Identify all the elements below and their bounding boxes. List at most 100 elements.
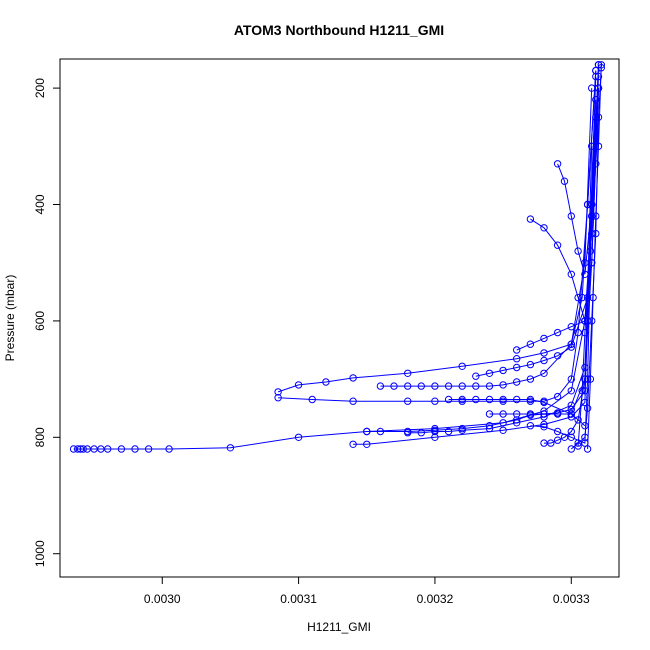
series-9	[444, 395, 589, 430]
data-point	[540, 423, 548, 431]
data-point	[294, 381, 303, 389]
data-point	[583, 404, 592, 412]
y-tick-label: 1000	[33, 540, 47, 567]
data-point	[540, 420, 548, 429]
data-point	[165, 445, 173, 453]
x-tick-label: 0.0033	[553, 592, 590, 606]
data-point	[274, 388, 282, 396]
data-point	[404, 429, 412, 437]
data-point	[513, 419, 521, 427]
data-point	[567, 427, 575, 436]
series-line	[544, 88, 599, 444]
x-tick-label: 0.0032	[417, 592, 454, 606]
data-point	[586, 375, 595, 383]
data-point	[513, 410, 521, 418]
data-point	[444, 382, 453, 390]
data-point	[226, 444, 235, 452]
series-line	[577, 67, 602, 447]
data-point	[553, 160, 562, 168]
data-point	[513, 355, 521, 363]
x-tick-label: 0.0030	[144, 592, 181, 606]
data-point	[79, 445, 87, 453]
data-point	[376, 427, 385, 436]
data-point	[472, 395, 480, 404]
data-point	[513, 346, 521, 354]
data-point	[349, 397, 357, 405]
series-line	[448, 399, 586, 427]
data-point	[597, 64, 605, 72]
data-point	[390, 382, 398, 390]
data-point	[574, 247, 582, 255]
series-line	[73, 64, 599, 450]
series-line	[530, 204, 593, 444]
series-line	[277, 70, 597, 393]
data-point	[540, 398, 548, 407]
data-point	[592, 72, 600, 81]
series-16	[553, 84, 603, 278]
data-point	[567, 270, 575, 278]
data-point	[472, 382, 480, 390]
data-point	[513, 378, 521, 386]
series-line	[380, 88, 593, 387]
data-point	[567, 405, 575, 414]
data-point	[404, 369, 412, 377]
data-point	[526, 410, 535, 418]
plot-frame	[59, 58, 620, 578]
data-point	[581, 317, 589, 325]
data-point	[540, 334, 548, 343]
data-point	[131, 445, 139, 453]
data-point	[74, 445, 82, 453]
data-point	[567, 323, 575, 331]
data-point	[294, 433, 303, 441]
x-axis-label: H1211_GMI	[307, 620, 371, 634]
data-point	[553, 241, 562, 249]
data-point	[589, 293, 597, 302]
data-point	[404, 382, 412, 390]
data-point	[540, 356, 548, 365]
data-point	[567, 212, 575, 220]
data-point	[458, 362, 466, 370]
data-point	[567, 445, 575, 453]
data-point	[444, 427, 453, 436]
data-point	[458, 382, 466, 390]
data-point	[540, 224, 548, 232]
data-point	[513, 395, 521, 404]
data-point	[581, 375, 589, 383]
data-point	[485, 410, 494, 418]
data-point	[553, 409, 562, 417]
data-point	[431, 433, 439, 441]
data-point	[567, 375, 575, 383]
data-point	[363, 427, 371, 436]
series-line	[475, 76, 597, 377]
data-point	[586, 247, 595, 255]
series-13	[540, 84, 603, 447]
data-point	[485, 424, 494, 433]
data-point	[560, 433, 569, 441]
series-6	[363, 96, 600, 436]
data-point	[526, 340, 535, 348]
data-point	[594, 84, 603, 92]
data-point	[499, 366, 507, 375]
data-point	[540, 349, 548, 357]
data-point	[526, 395, 535, 404]
data-point	[117, 445, 126, 453]
series-layer	[69, 61, 605, 453]
y-tick-label: 200	[33, 78, 47, 98]
chart-title: ATOM3 Northbound H1211_GMI	[234, 22, 444, 38]
data-point	[567, 387, 575, 395]
data-point	[588, 200, 596, 209]
data-point	[574, 442, 582, 450]
data-point	[547, 439, 555, 447]
data-point	[583, 445, 592, 453]
data-point	[581, 328, 589, 337]
series-10	[472, 72, 600, 380]
data-point	[349, 374, 357, 382]
data-point	[308, 395, 316, 404]
data-point	[349, 440, 357, 448]
data-point	[458, 426, 466, 434]
y-tick-label: 400	[33, 194, 47, 214]
data-point	[458, 395, 466, 404]
data-point	[581, 270, 589, 278]
data-point	[499, 381, 507, 389]
series-line	[557, 88, 599, 275]
